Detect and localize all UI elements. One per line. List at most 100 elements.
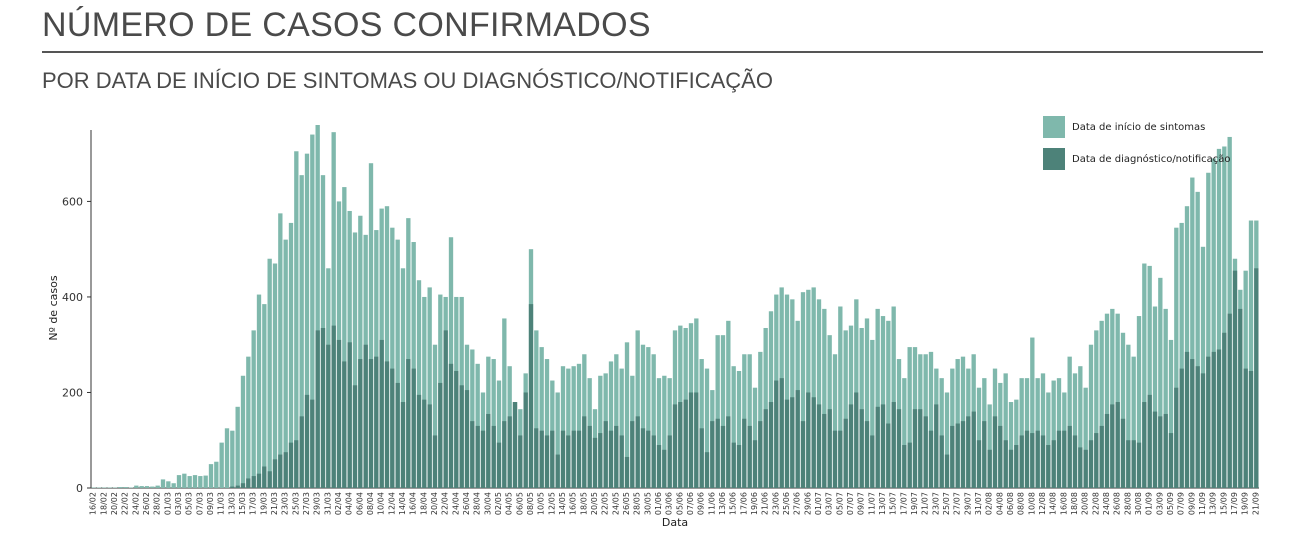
bar-sintomas [555, 392, 560, 488]
bar-diagnostico [448, 363, 454, 488]
bar-diagnostico [262, 466, 267, 488]
bar-diagnostico [656, 445, 662, 488]
bar-diagnostico [1190, 359, 1195, 488]
bar-diagnostico [470, 421, 475, 488]
x-tick-label: 12/05 [547, 492, 556, 515]
bar-sintomas [1072, 373, 1078, 488]
bar-sintomas [1190, 177, 1195, 488]
bar-diagnostico [752, 440, 758, 488]
bar-sintomas [315, 125, 320, 488]
bar-sintomas [704, 368, 710, 488]
x-tick-label: 18/05 [579, 492, 588, 515]
legend-label-diagnostico: Data de diagnóstico/notificação [1072, 153, 1231, 165]
bar-diagnostico [304, 394, 310, 488]
bar-diagnostico [758, 421, 763, 488]
bar-sintomas [560, 366, 566, 488]
x-tick-label: 27/03 [302, 492, 311, 515]
bar-diagnostico [1232, 270, 1238, 488]
bar-diagnostico [672, 404, 678, 488]
bar-sintomas [171, 483, 176, 488]
x-tick-label: 04/05 [505, 492, 514, 515]
bar-sintomas [182, 473, 187, 488]
legend-item-diagnostico: Data de diagnóstico/notificação [1043, 148, 1231, 170]
bar-diagnostico [896, 409, 902, 488]
bar-diagnostico [395, 382, 400, 488]
bar-diagnostico [1238, 308, 1243, 488]
bar-sintomas [891, 306, 896, 488]
x-tick-label: 21/06 [761, 492, 770, 515]
bar-sintomas [1099, 320, 1104, 488]
bar-diagnostico [912, 409, 918, 488]
bar-diagnostico [742, 418, 747, 488]
bar-diagnostico [1067, 425, 1072, 488]
bar-sintomas [987, 404, 992, 488]
bar-diagnostico [235, 485, 240, 488]
bar-diagnostico [1179, 368, 1184, 488]
bar-diagnostico [480, 430, 486, 488]
bar-sintomas [502, 318, 507, 488]
bar-diagnostico [288, 442, 294, 488]
bar-diagnostico [1083, 449, 1088, 488]
bar-sintomas [822, 308, 827, 488]
bar-sintomas [864, 318, 870, 488]
bar-sintomas [758, 351, 763, 488]
bar-diagnostico [1206, 356, 1211, 488]
bar-sintomas [1158, 277, 1163, 488]
bar-diagnostico [374, 356, 379, 488]
x-tick-label: 19/06 [750, 492, 759, 515]
bar-diagnostico [528, 304, 534, 488]
x-tick-label: 07/03 [195, 492, 204, 515]
bar-sintomas [352, 232, 358, 488]
bar-sintomas [1083, 387, 1088, 488]
bar-sintomas [422, 296, 427, 488]
x-tick-label: 21/07 [921, 492, 930, 515]
x-tick-label: 15/06 [729, 492, 738, 515]
bar-diagnostico [1147, 394, 1152, 488]
bar-diagnostico [539, 430, 544, 488]
bar-diagnostico [336, 339, 342, 488]
x-tick-label: 08/05 [526, 492, 535, 515]
bar-sintomas [358, 215, 363, 488]
x-tick-label: 16/02 [89, 492, 98, 515]
bar-sintomas [432, 344, 438, 488]
bar-diagnostico [635, 416, 640, 488]
bar-sintomas [1078, 366, 1083, 488]
bar-diagnostico [832, 430, 838, 488]
bar-sintomas [976, 387, 982, 488]
bar-sintomas [715, 335, 720, 488]
bar-sintomas [139, 486, 144, 488]
x-tick-label: 02/08 [985, 492, 994, 515]
x-tick-label: 25/06 [782, 492, 791, 515]
bar-diagnostico [256, 473, 262, 488]
bar-sintomas [1126, 344, 1131, 488]
bar-sintomas [859, 327, 864, 488]
bar-diagnostico [1254, 268, 1259, 488]
bar-sintomas [1120, 332, 1126, 488]
x-tick-label: 31/03 [323, 492, 332, 515]
bar-sintomas [214, 461, 219, 488]
x-tick-label: 28/04 [473, 492, 482, 515]
bar-diagnostico [1142, 402, 1147, 488]
y-tick-label: 0 [76, 482, 83, 495]
x-tick-label: 20/08 [1081, 492, 1090, 515]
x-tick-label: 02/04 [334, 492, 343, 515]
bar-sintomas [608, 361, 614, 488]
x-tick-label: 26/04 [462, 492, 471, 515]
x-tick-label: 18/02 [99, 492, 108, 515]
bar-diagnostico [294, 440, 299, 488]
x-tick-label: 23/07 [931, 492, 940, 515]
bar-sintomas [800, 292, 806, 488]
x-tick-label: 30/05 [643, 492, 652, 515]
bar-diagnostico [688, 392, 694, 488]
bar-diagnostico [875, 406, 880, 488]
bar-diagnostico [1131, 440, 1136, 488]
x-tick-label: 04/04 [345, 492, 354, 515]
x-tick-label: 11/03 [217, 492, 226, 515]
bar-diagnostico [283, 452, 288, 488]
bar-diagnostico [1152, 411, 1158, 488]
bar-sintomas [752, 387, 758, 488]
bar-diagnostico [784, 399, 790, 488]
bar-diagnostico [1024, 430, 1030, 488]
bar-diagnostico [416, 394, 422, 488]
bar-diagnostico [710, 421, 715, 488]
